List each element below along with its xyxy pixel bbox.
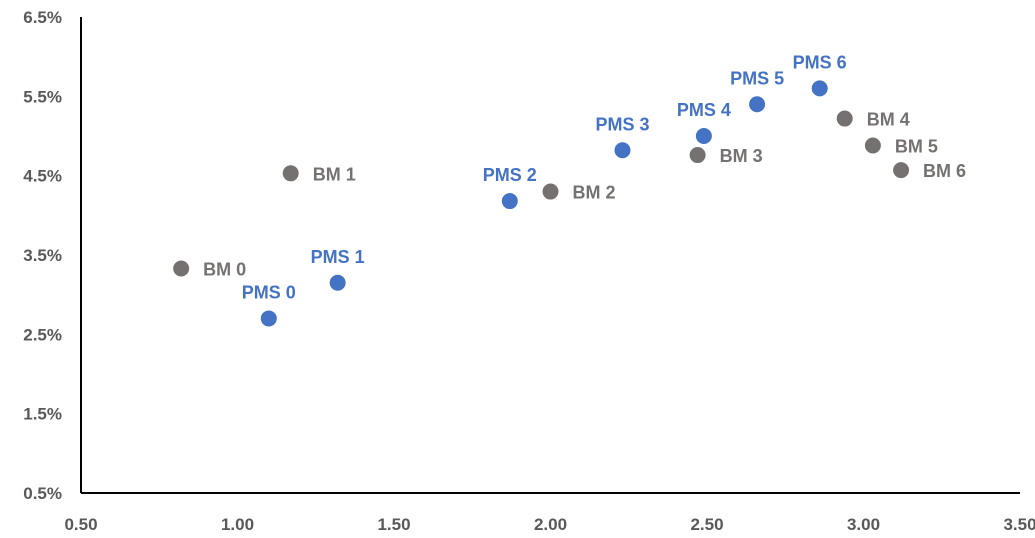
data-point: [749, 96, 766, 113]
data-label: BM 0: [203, 259, 246, 279]
data-point: [864, 137, 881, 154]
data-point: [260, 310, 277, 327]
data-point: [542, 183, 559, 200]
x-tick-label: 1.50: [377, 515, 410, 534]
y-tick-label: 6.5%: [23, 8, 62, 27]
data-point: [501, 193, 518, 210]
tick-labels: 0.5% 1.5% 2.5% 3.5% 4.5% 5.5% 6.5% 0.50 1.00 1.50…: [23, 8, 1035, 534]
data-point: [811, 80, 828, 97]
data-label: PMS 3: [595, 114, 649, 134]
x-tick-label: 2.50: [690, 515, 723, 534]
y-tick-label: 2.5%: [23, 325, 62, 344]
x-tick-label: 0.50: [64, 515, 97, 534]
x-tick-label: 1.00: [221, 515, 254, 534]
y-tick-label: 3.5%: [23, 246, 62, 265]
axes: [80, 17, 1020, 494]
data-point: [282, 165, 299, 182]
data-point: [836, 110, 853, 127]
data-point: [614, 142, 631, 159]
y-tick-label: 4.5%: [23, 167, 62, 186]
data-label: PMS 1: [311, 247, 365, 267]
y-tick-label: 1.5%: [23, 405, 62, 424]
data-label: BM 6: [923, 161, 966, 181]
data-label: PMS 2: [483, 165, 537, 185]
data-label: BM 3: [720, 146, 763, 166]
data-label: PMS 5: [730, 68, 784, 88]
data-label: BM 2: [573, 183, 616, 203]
data-label: BM 4: [867, 110, 910, 130]
data-point: [893, 162, 910, 179]
data-label: BM 1: [313, 164, 356, 184]
y-tick-label: 5.5%: [23, 87, 62, 106]
data-label: PMS 4: [677, 100, 731, 120]
x-tick-label: 3.00: [847, 515, 880, 534]
data-label: PMS 6: [793, 52, 847, 72]
data-point: [173, 260, 190, 277]
data-point: [329, 274, 346, 291]
y-tick-label: 0.5%: [23, 484, 62, 503]
data-points: [173, 80, 910, 327]
data-label: PMS 0: [242, 282, 296, 302]
data-point: [689, 147, 706, 164]
x-tick-label: 3.50: [1003, 515, 1035, 534]
x-tick-label: 2.00: [534, 515, 567, 534]
data-labels: PMS 0 PMS 1 PMS 2 PMS 3 PMS 4 PMS 5 PMS 6 BM 0 B…: [203, 52, 966, 302]
data-point: [695, 128, 712, 144]
data-label: BM 5: [895, 137, 938, 157]
